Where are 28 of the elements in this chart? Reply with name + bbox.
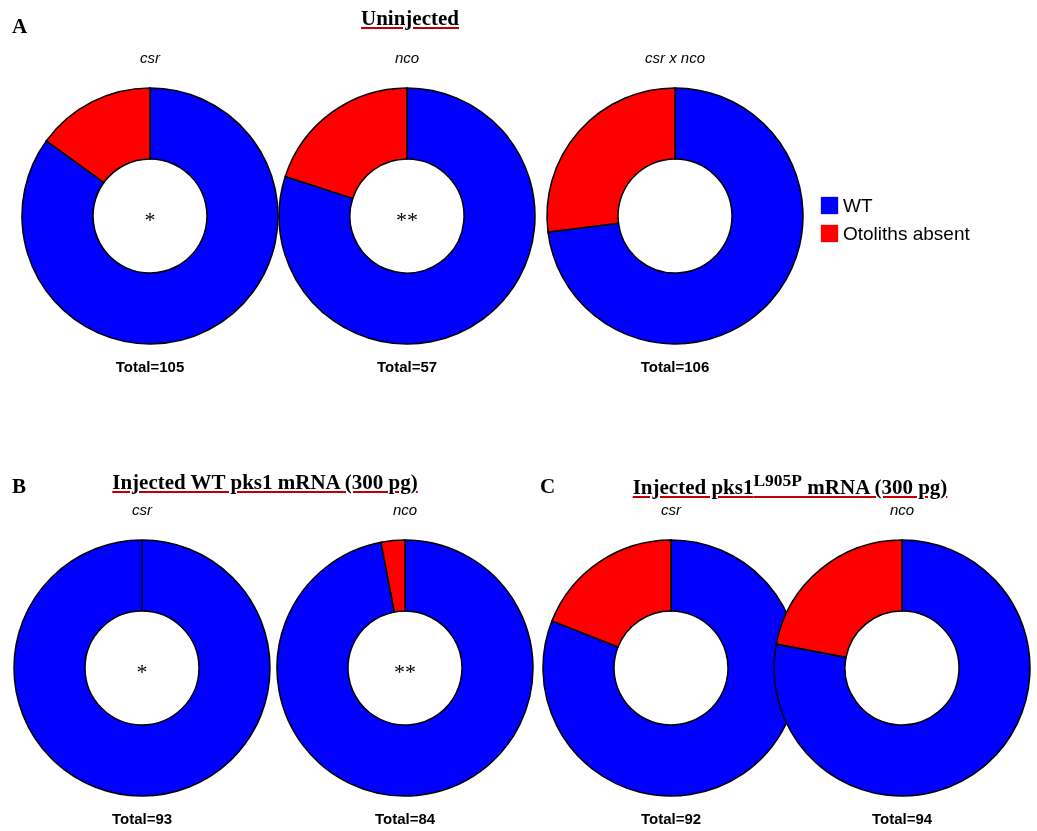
text: Total=57: [376, 358, 438, 375]
text: Injected WT pks1 mRNA (300 pg): [112, 470, 418, 494]
text: B: [12, 474, 27, 499]
text: C: [540, 474, 556, 499]
donut-slice: [276, 539, 534, 797]
chart-title: nco: [392, 501, 418, 518]
text: Total=92: [640, 810, 702, 827]
chart-title: csr: [132, 501, 153, 518]
text: **: [396, 207, 418, 232]
chart-title: nco: [889, 501, 915, 518]
chart-title: csr x nco: [644, 49, 706, 66]
chart-title: csr: [661, 501, 682, 518]
legend-label: WT: [843, 194, 873, 216]
chart-title: nco: [394, 49, 420, 66]
text: Total=93: [111, 810, 173, 827]
text: Total=105: [115, 358, 185, 375]
text: Total=106: [640, 358, 710, 375]
donut-slice: [547, 87, 804, 345]
text: Total=94: [871, 810, 933, 827]
text: A: [12, 14, 28, 39]
legend-label: Otoliths absent: [843, 222, 971, 244]
text: *: [136, 659, 148, 684]
text: Total=84: [374, 810, 436, 827]
text: Uninjected: [361, 6, 459, 30]
chart-title: csr: [140, 49, 161, 66]
text: Injected pks1$^{L905P}$ mRNA (300 pg): [632, 470, 948, 499]
text: *: [144, 207, 156, 232]
text: **: [394, 659, 416, 684]
